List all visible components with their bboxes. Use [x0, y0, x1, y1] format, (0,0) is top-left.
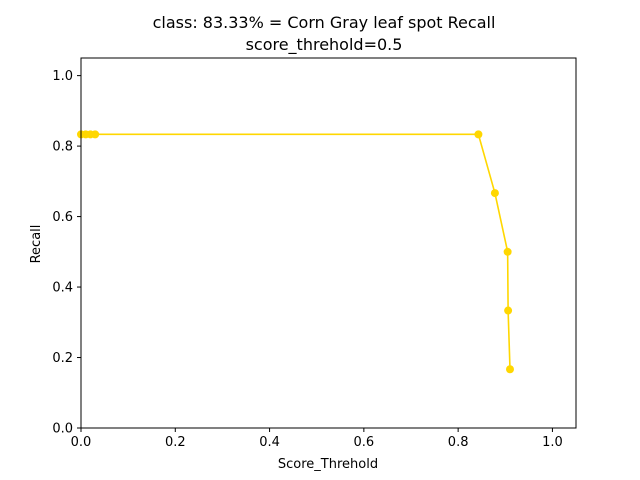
y-axis-label: Recall: [29, 225, 44, 264]
x-tick-label: 0.2: [165, 435, 186, 450]
x-tick-label: 1.0: [542, 435, 563, 450]
x-tick-label: 0.0: [71, 435, 92, 450]
x-tick-label: 0.4: [259, 435, 280, 450]
axes-frame: [80, 57, 577, 429]
data-point: [506, 365, 514, 374]
y-tick-label: 0.4: [52, 281, 73, 296]
chart-subtitle: score_threhold=0.5: [246, 35, 403, 55]
series-line: [81, 133, 511, 370]
data-point: [504, 306, 513, 315]
x-tick-label: 0.6: [354, 435, 375, 450]
x-tick-label: 0.8: [448, 435, 469, 450]
chart-title: class: 83.33% = Corn Gray leaf spot Reca…: [153, 13, 496, 32]
y-tick-label: 0.2: [52, 351, 73, 366]
axis-ticks: 0.0 0.2 0.4 0.6 0.8 1.0 0.0 0.2 0.4 0.6 0.8 1.0: [52, 69, 562, 450]
x-axis-label: Score_Threhold: [278, 457, 378, 472]
data-point: [474, 130, 483, 139]
y-tick-label: 1.0: [52, 69, 73, 84]
plot-area: [77, 57, 577, 429]
y-tick-label: 0.8: [52, 140, 73, 155]
data-point: [503, 247, 512, 256]
data-point: [490, 189, 499, 198]
data-point: [91, 130, 100, 139]
y-tick-label: 0.6: [52, 210, 73, 225]
y-tick-label: 0.0: [52, 422, 73, 437]
